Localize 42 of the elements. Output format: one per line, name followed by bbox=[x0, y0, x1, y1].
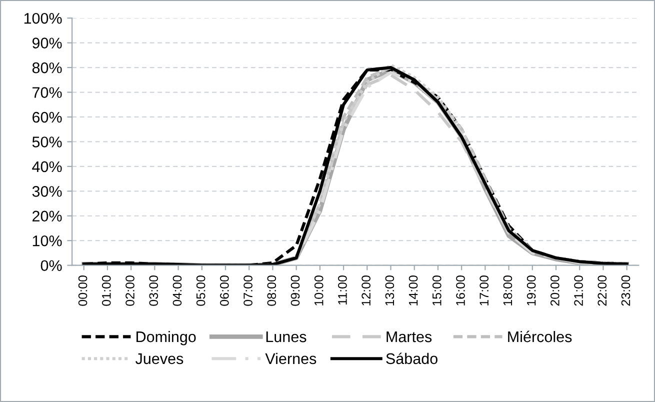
y-tick-label: 0% bbox=[40, 260, 62, 272]
legend-label: Lunes bbox=[266, 332, 306, 342]
y-tick-label: 20% bbox=[32, 210, 62, 222]
y-tick-label: 60% bbox=[32, 112, 62, 123]
legend-label: Jueves bbox=[136, 353, 184, 364]
x-tick-label: 01:00 bbox=[102, 276, 111, 306]
x-tick-label: 16:00 bbox=[456, 276, 465, 306]
x-tick-label: 12:00 bbox=[362, 276, 370, 306]
y-tick-label: 40% bbox=[32, 161, 62, 172]
x-tick-label: 11:00 bbox=[338, 276, 347, 304]
x-tick-label: 09:00 bbox=[290, 276, 300, 306]
x-tick-label: 08:00 bbox=[267, 276, 276, 306]
x-tick-label: 04:00 bbox=[172, 276, 182, 306]
y-tick-label: 90% bbox=[32, 38, 62, 48]
y-tick-label: 100% bbox=[24, 12, 62, 24]
x-tick-label: 02:00 bbox=[126, 276, 134, 306]
x-tick-label: 19:00 bbox=[526, 276, 536, 306]
legend-label: Domingo bbox=[136, 330, 196, 346]
x-tick-label: 17:00 bbox=[480, 276, 489, 306]
y-tick-label: 70% bbox=[32, 87, 62, 98]
x-tick-label: 03:00 bbox=[149, 276, 158, 306]
legend-label: Martes bbox=[386, 332, 432, 342]
x-tick-label: 18:00 bbox=[503, 276, 512, 306]
x-tick-label: 13:00 bbox=[385, 276, 394, 306]
x-tick-label: 15:00 bbox=[432, 276, 442, 306]
y-tick-label: 30% bbox=[32, 186, 62, 197]
x-tick-label: 22:00 bbox=[598, 276, 607, 306]
x-tick-label: 00:00 bbox=[78, 276, 88, 306]
x-tick-label: 10:00 bbox=[314, 276, 324, 306]
x-tick-label: 21:00 bbox=[574, 276, 583, 306]
x-tick-label: 20:00 bbox=[550, 276, 560, 306]
x-tick-label: 23:00 bbox=[621, 276, 630, 306]
x-tick-label: 06:00 bbox=[220, 276, 229, 306]
x-tick-label: 07:00 bbox=[244, 276, 252, 306]
x-tick-label: 05:00 bbox=[196, 276, 206, 306]
legend-label: Miércoles bbox=[508, 330, 572, 342]
legend-label: Sábado bbox=[386, 352, 438, 364]
y-tick-label: 50% bbox=[32, 136, 62, 148]
x-tick-label: 14:00 bbox=[408, 276, 418, 306]
legend-label: Viernes bbox=[265, 352, 316, 364]
y-tick-label: 80% bbox=[32, 62, 62, 74]
y-tick-label: 10% bbox=[32, 235, 62, 246]
